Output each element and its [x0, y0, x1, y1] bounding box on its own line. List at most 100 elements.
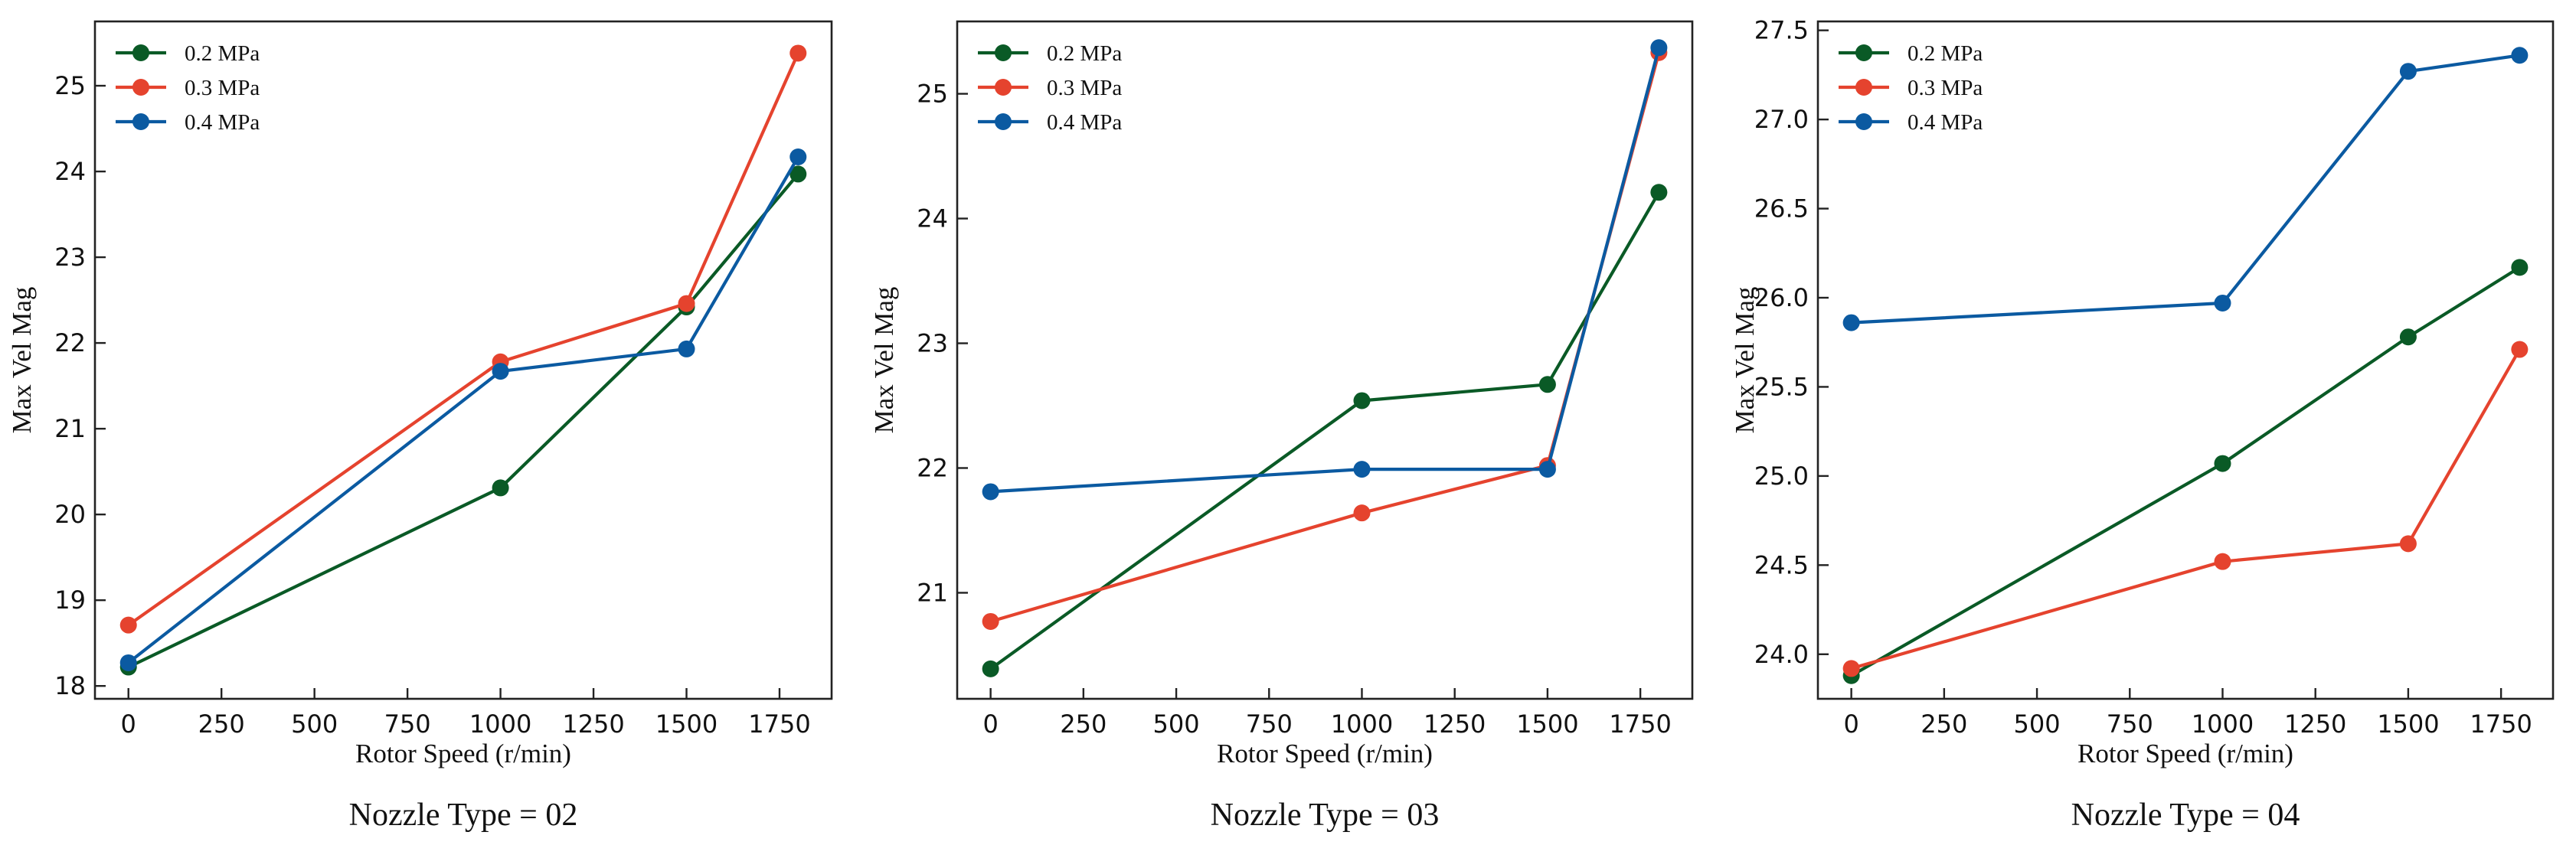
- x-tick-label: 500: [1153, 710, 1200, 739]
- series-line-3: [1851, 54, 2520, 325]
- data-point: [1842, 660, 1860, 677]
- x-tick-label: 1000: [1331, 710, 1393, 739]
- y-tick-label: 18: [54, 671, 86, 700]
- legend-marker-1: [1855, 44, 1872, 61]
- y-tick-label: 21: [54, 414, 86, 443]
- legend-label-2: 0.3 MPa: [1047, 76, 1122, 100]
- legend-marker-1: [132, 44, 149, 61]
- data-point: [2399, 63, 2417, 80]
- x-tick-label: 1500: [1516, 710, 1578, 739]
- x-tick-label: 500: [291, 710, 338, 739]
- y-axis-title: Max Vel Mag: [1730, 287, 1760, 434]
- data-point: [982, 612, 999, 630]
- y-tick-label: 24: [54, 157, 86, 186]
- data-point: [1353, 461, 1371, 478]
- legend-marker-1: [995, 44, 1012, 61]
- x-tick-label: 1750: [748, 710, 810, 739]
- legend-label-1: 0.2 MPa: [1047, 41, 1122, 66]
- data-point: [1353, 392, 1371, 409]
- x-axis-title: Rotor Speed (r/min): [2077, 739, 2293, 768]
- x-tick-label: 1500: [2377, 710, 2439, 739]
- y-tick-label: 24: [917, 204, 948, 233]
- x-tick-label: 0: [121, 710, 136, 739]
- data-point: [2399, 535, 2417, 553]
- series-line-3: [127, 155, 800, 664]
- x-tick-label: 750: [2107, 710, 2153, 739]
- series-line-1: [127, 173, 799, 669]
- x-tick-label: 1750: [2470, 710, 2532, 739]
- y-tick-label: 25.5: [1754, 372, 1809, 401]
- y-tick-label: 26.5: [1754, 194, 1809, 223]
- series-line-2: [127, 52, 800, 627]
- y-tick-label: 24.5: [1754, 550, 1809, 579]
- data-point: [1650, 39, 1668, 57]
- data-point: [678, 295, 695, 312]
- x-tick-label: 1000: [469, 710, 531, 739]
- legend-label-2: 0.3 MPa: [1907, 76, 1983, 100]
- data-point: [2511, 341, 2529, 358]
- chart-panel-1: 0 250 500 750 1000 1250 1500 1750 18 19 20 21 22 23 24…: [7, 20, 833, 833]
- x-tick-label: 1250: [2284, 710, 2346, 739]
- data-point: [119, 616, 137, 634]
- x-tick-label: 1750: [1609, 710, 1671, 739]
- legend-marker-3: [1855, 113, 1872, 130]
- legend: 0.2 MPa 0.3 MPa 0.4 MPa: [978, 41, 1122, 135]
- data-point: [1538, 376, 1556, 393]
- series-line-3: [990, 47, 1661, 494]
- legend-marker-2: [995, 79, 1012, 96]
- y-tick-label: 25.0: [1754, 462, 1809, 491]
- chart-caption: Nozzle Type = 03: [1211, 798, 1440, 833]
- y-tick-label: 22: [917, 453, 948, 482]
- legend-marker-2: [1855, 79, 1872, 96]
- data-point: [982, 660, 999, 677]
- data-point: [789, 165, 807, 183]
- x-axis-title: Rotor Speed (r/min): [355, 739, 571, 768]
- x-tick-label: 1250: [1424, 710, 1486, 739]
- data-point: [789, 44, 807, 62]
- y-tick-label: 25: [917, 80, 948, 109]
- x-tick-label: 250: [198, 710, 245, 739]
- data-point: [1842, 314, 1860, 331]
- y-tick-label: 22: [54, 328, 86, 357]
- y-tick-label: 23: [917, 328, 948, 357]
- legend-marker-3: [995, 113, 1012, 130]
- data-point: [2214, 294, 2231, 312]
- x-tick-label: 500: [2014, 710, 2061, 739]
- y-tick-label: 25: [54, 71, 86, 100]
- series-line-2: [1851, 348, 2522, 670]
- data-point: [1353, 504, 1371, 522]
- x-tick-label: 250: [1060, 710, 1107, 739]
- x-tick-label: 0: [982, 710, 998, 739]
- x-axis-title: Rotor Speed (r/min): [1217, 739, 1433, 768]
- series-line-1: [989, 191, 1661, 670]
- data-point: [2214, 455, 2231, 472]
- legend-label-3: 0.4 MPa: [1907, 110, 1983, 135]
- y-tick-label: 21: [917, 578, 948, 607]
- x-tick-label: 0: [1843, 710, 1858, 739]
- plot-frame: [1816, 20, 2555, 700]
- legend-label-3: 0.4 MPa: [185, 110, 260, 135]
- y-tick-label: 24.0: [1754, 640, 1809, 669]
- legend-label-3: 0.4 MPa: [1047, 110, 1122, 135]
- legend-marker-3: [132, 113, 149, 130]
- legend-label-2: 0.3 MPa: [185, 76, 260, 100]
- x-tick-label: 250: [1921, 710, 1967, 739]
- plot-frame: [93, 20, 833, 700]
- legend-label-1: 0.2 MPa: [185, 41, 260, 66]
- data-point: [678, 340, 695, 357]
- legend: 0.2 MPa 0.3 MPa 0.4 MPa: [116, 41, 260, 135]
- y-axis-title: Max Vel Mag: [869, 287, 899, 434]
- chart-panel-2: 0 250 500 750 1000 1250 1500 1750 21 22 23 24 25 Roto…: [869, 20, 1694, 833]
- plot-frame: [956, 20, 1694, 700]
- legend-label-1: 0.2 MPa: [1907, 41, 1983, 66]
- x-tick-label: 1500: [655, 710, 718, 739]
- data-point: [1650, 184, 1668, 201]
- data-point: [119, 654, 137, 671]
- x-tick-label: 750: [384, 710, 431, 739]
- data-point: [492, 479, 509, 497]
- chart-panel-3: 0 250 500 750 1000 1250 1500 1750 24.0 24.5 25.0 25…: [1730, 16, 2555, 833]
- chart-caption: Nozzle Type = 04: [2071, 798, 2300, 833]
- y-tick-label: 19: [54, 586, 86, 615]
